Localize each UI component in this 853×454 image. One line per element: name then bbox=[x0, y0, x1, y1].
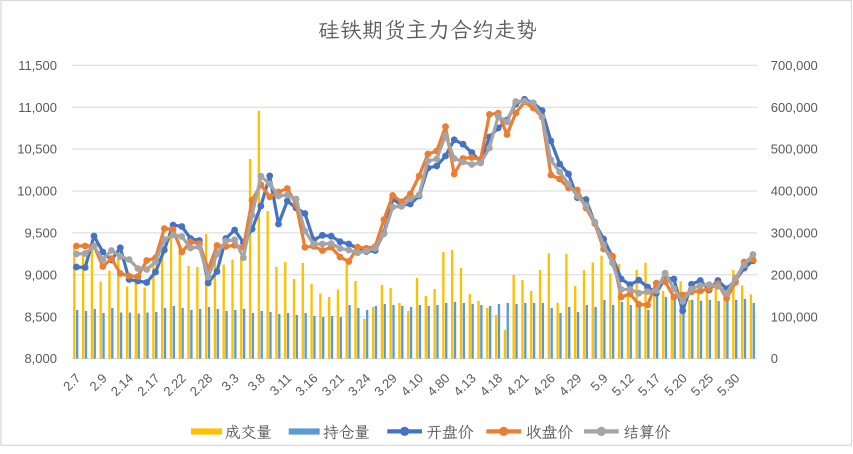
svg-text:8,000: 8,000 bbox=[24, 351, 57, 366]
svg-text:200,000: 200,000 bbox=[771, 267, 818, 282]
svg-text:11,500: 11,500 bbox=[18, 58, 57, 73]
svg-text:10,000: 10,000 bbox=[17, 184, 57, 199]
svg-text:9,000: 9,000 bbox=[24, 267, 57, 282]
svg-text:11,000: 11,000 bbox=[18, 100, 57, 115]
svg-text:600,000: 600,000 bbox=[771, 100, 818, 115]
svg-text:8,500: 8,500 bbox=[24, 309, 57, 324]
svg-text:400,000: 400,000 bbox=[771, 184, 818, 199]
svg-text:10,500: 10,500 bbox=[17, 142, 57, 157]
svg-text:500,000: 500,000 bbox=[771, 142, 818, 157]
svg-text:0: 0 bbox=[771, 351, 778, 366]
svg-text:100,000: 100,000 bbox=[771, 309, 818, 324]
svg-text:700,000: 700,000 bbox=[771, 58, 818, 73]
svg-text:9,500: 9,500 bbox=[24, 226, 57, 241]
svg-text:300,000: 300,000 bbox=[771, 226, 818, 241]
